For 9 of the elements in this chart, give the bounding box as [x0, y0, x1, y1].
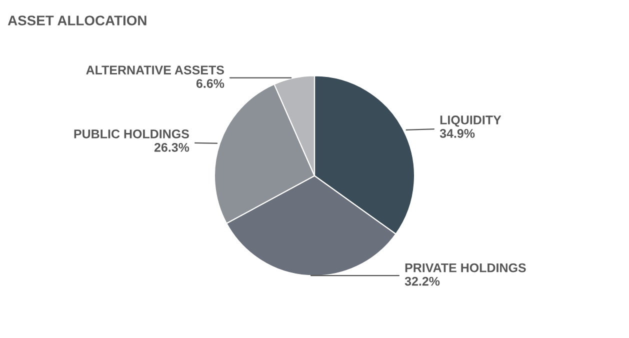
slice-label: LIQUIDITY: [440, 116, 502, 127]
slice-label: PRIVATE HOLDINGS: [405, 263, 526, 272]
data-label: 34.9%: [440, 129, 475, 138]
chart-title: ASSET ALLOCATION: [8, 16, 146, 26]
slice-label: ALTERNATIVE ASSETS: [86, 66, 224, 74]
data-label: 32.2%: [404, 276, 440, 286]
data-label: 6.6%: [196, 79, 224, 88]
data-label: 26.3%: [154, 142, 190, 152]
slice-label: PUBLIC HOLDINGS: [74, 130, 189, 138]
